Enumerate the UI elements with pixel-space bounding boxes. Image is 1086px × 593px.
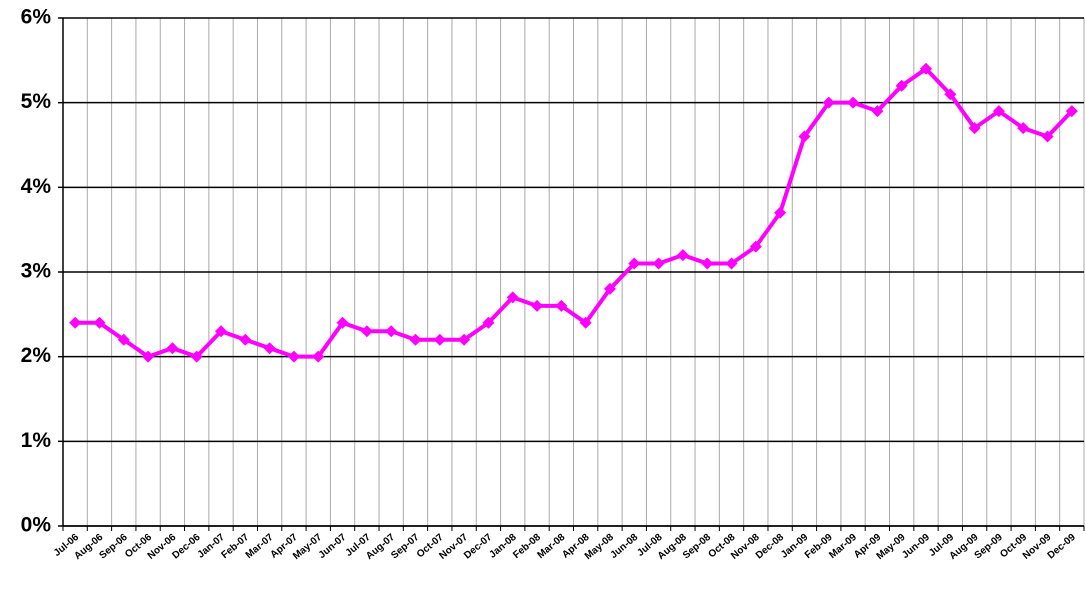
marker (312, 350, 325, 363)
marker (798, 130, 811, 143)
y-tick-label: 1% (21, 429, 52, 452)
marker (506, 291, 519, 304)
x-tick-label: Sep-06 (98, 532, 131, 562)
marker (603, 282, 616, 295)
x-tick-label: Sep-07 (389, 532, 422, 562)
marker (555, 299, 568, 312)
x-tick-label: Dec-08 (754, 532, 787, 562)
marker (652, 257, 665, 270)
marker (579, 316, 592, 329)
y-tick-label: 5% (21, 90, 52, 113)
y-tick-label: 6% (21, 6, 52, 29)
marker (895, 79, 908, 92)
marker (360, 325, 373, 338)
marker (142, 350, 155, 363)
marker (701, 257, 714, 270)
y-tick-label: 4% (21, 175, 52, 198)
marker (69, 316, 82, 329)
x-tick-label: Dec-09 (1046, 532, 1079, 562)
marker (263, 342, 276, 355)
marker (1065, 105, 1078, 118)
y-tick-label: 0% (21, 514, 52, 537)
marker (992, 105, 1005, 118)
marker (287, 350, 300, 363)
x-tick-label: Jun-09 (900, 532, 932, 561)
marker (871, 105, 884, 118)
x-tick-label: Dec-07 (462, 532, 495, 562)
marker (628, 257, 641, 270)
marker (166, 342, 179, 355)
marker (676, 249, 689, 262)
marker (847, 96, 860, 109)
marker (117, 333, 130, 346)
marker (774, 206, 787, 219)
x-tick-label: Jun-08 (608, 532, 640, 561)
marker (1041, 130, 1054, 143)
marker (458, 333, 471, 346)
marker (482, 316, 495, 329)
y-tick-label: 2% (21, 344, 52, 367)
x-tick-label: Jun-07 (317, 532, 349, 561)
marker (239, 333, 252, 346)
marker (433, 333, 446, 346)
x-tick-label: Sep-09 (973, 532, 1006, 562)
marker (190, 350, 203, 363)
marker (336, 316, 349, 329)
marker (968, 122, 981, 135)
marker (749, 240, 762, 253)
y-tick-label: 3% (21, 260, 52, 283)
marker (385, 325, 398, 338)
marker (531, 299, 544, 312)
marker (725, 257, 738, 270)
marker (1017, 122, 1030, 135)
marker (919, 62, 932, 75)
x-tick-label: Dec-06 (170, 532, 203, 562)
marker (822, 96, 835, 109)
marker (93, 316, 106, 329)
marker (944, 88, 957, 101)
marker (409, 333, 422, 346)
x-tick-label: Sep-08 (681, 532, 714, 562)
marker (215, 325, 228, 338)
